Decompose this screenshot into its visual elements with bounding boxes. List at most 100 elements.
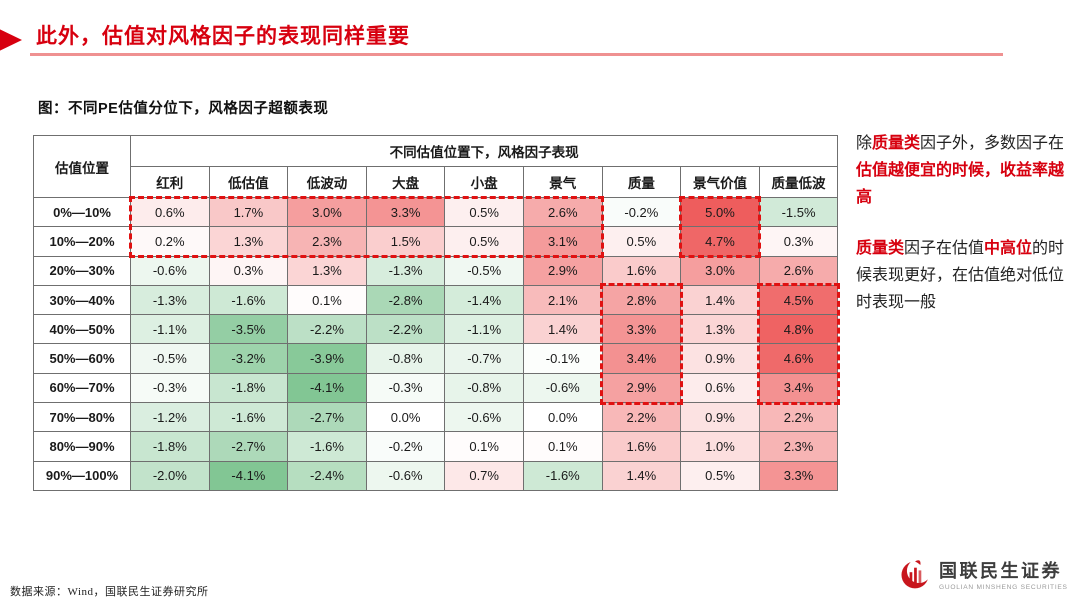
table-cell: 0.1%	[522, 431, 603, 462]
column-header: 大盘	[365, 166, 446, 198]
table-cell: 0.3%	[758, 226, 839, 257]
table-cell: 4.8%	[758, 314, 839, 345]
table-cell: -2.0%	[130, 460, 210, 491]
commentary-paragraph-1: 除质量类因子外，多数因子在估值越便宜的时候，收益率越高	[856, 130, 1078, 211]
table-cell: -1.8%	[130, 431, 210, 462]
table-cell: 3.3%	[758, 460, 839, 491]
table-cell: -0.1%	[522, 343, 603, 374]
table-cell: 1.0%	[680, 431, 760, 462]
table-cell: 0.7%	[444, 460, 524, 491]
table-row: 90%—100% -2.0% -4.1% -2.4% -0.6% 0.7% -1.6% 1.4…	[33, 460, 839, 491]
column-header: 景气价值	[680, 166, 760, 198]
table-cell: -3.2%	[208, 343, 289, 374]
emphasis-text: 估值越便宜的时候，收益率越高	[856, 162, 1065, 206]
table-cell: -4.1%	[287, 372, 367, 404]
table-cell: -2.7%	[208, 431, 289, 462]
row-header: 80%—90%	[33, 431, 131, 462]
table-cell: 0.0%	[365, 402, 446, 433]
table-cell: 2.1%	[522, 284, 603, 316]
column-header: 低波动	[287, 166, 367, 198]
table-cell: 0.5%	[601, 226, 682, 257]
table-cell: -0.6%	[444, 402, 524, 433]
table-cell: -1.8%	[208, 372, 289, 404]
page-title: 此外，估值对风格因子的表现同样重要	[36, 24, 410, 48]
table-cell: 2.2%	[758, 402, 839, 433]
row-header: 0%—10%	[33, 196, 131, 228]
table-cell: -0.5%	[444, 255, 524, 286]
table-cell: 3.4%	[758, 372, 839, 404]
table-row: 0%—10% 0.6% 1.7% 3.0% 3.3% 0.5% 2.6% -0.2% 5.0% -…	[33, 196, 839, 228]
table-cell: -1.1%	[130, 314, 210, 345]
table-cell: 2.8%	[601, 284, 682, 316]
table-cell: 1.3%	[208, 226, 289, 257]
table-cell: -0.2%	[601, 196, 682, 228]
column-header-row: 红利 低估值 低波动 大盘 小盘 景气 质量 景气价值 质量低波	[34, 166, 839, 198]
logo-name-cn: 国联民生证券	[939, 561, 1062, 581]
table-cell: 0.6%	[680, 372, 760, 404]
table-cell: 1.4%	[680, 284, 760, 316]
table-cell: 0.1%	[444, 431, 524, 462]
emphasis-text: 中高位	[984, 240, 1033, 257]
table-cell: 0.2%	[130, 226, 210, 257]
emphasis-text: 质量类	[872, 135, 921, 152]
table-cell: -1.1%	[444, 314, 524, 345]
table-cell: 2.6%	[522, 196, 603, 228]
table-cell: -2.7%	[287, 402, 367, 433]
company-logo: 国联民生证券 GUOLIAN MINSHENG SECURITIES	[897, 556, 1068, 592]
table-cell: -3.5%	[208, 314, 289, 345]
table-row: 80%—90% -1.8% -2.7% -1.6% -0.2% 0.1% 0.1% 1.6% 1…	[33, 431, 839, 462]
table-cell: 0.3%	[208, 255, 289, 286]
table-cell: 1.3%	[287, 255, 367, 286]
table-cell: -1.6%	[208, 284, 289, 316]
table-cell: 1.4%	[601, 460, 682, 491]
table-cell: -1.2%	[130, 402, 210, 433]
table-cell: 3.0%	[287, 196, 367, 228]
valuation-factor-table-container: 估值位置 不同估值位置下，风格因子表现 红利 低估值 低波动 大盘 小盘 景气 质量 景气价值…	[33, 135, 840, 491]
table-cell: 1.6%	[601, 255, 682, 286]
title-arrow-icon	[0, 26, 22, 54]
table-cell: 0.9%	[680, 402, 760, 433]
plain-text: 因子外，多数因子在	[920, 135, 1065, 152]
table-cell: 4.6%	[758, 343, 839, 374]
table-row: 40%—50% -1.1% -3.5% -2.2% -2.2% -1.1% 1.4% 3.3%…	[33, 314, 839, 345]
row-header: 40%—50%	[33, 314, 131, 345]
row-header: 20%—30%	[33, 255, 131, 286]
table-cell: -1.6%	[208, 402, 289, 433]
table-row: 60%—70% -0.3% -1.8% -4.1% -0.3% -0.8% -0.6% 2.9…	[33, 372, 839, 404]
table-cell: 2.9%	[522, 255, 603, 286]
table-cell: -3.9%	[287, 343, 367, 374]
logo-name-en: GUOLIAN MINSHENG SECURITIES	[939, 584, 1068, 591]
table-cell: -4.1%	[208, 460, 289, 491]
column-header: 质量低波	[758, 166, 839, 198]
table-title: 不同估值位置下，风格因子表现	[129, 135, 839, 167]
table-cell: 3.3%	[365, 196, 446, 228]
table-cell: 4.7%	[680, 226, 760, 257]
figure-caption: 图：不同PE估值分位下，风格因子超额表现	[38, 101, 329, 117]
emphasis-text: 质量类	[856, 240, 905, 257]
table-cell: 3.0%	[680, 255, 760, 286]
commentary-paragraph-2: 质量类因子在估值中高位的时候表现更好，在估值绝对低位时表现一般	[856, 235, 1078, 316]
table-cell: 2.2%	[601, 402, 682, 433]
table-cell: 1.3%	[680, 314, 760, 345]
table-cell: 0.6%	[130, 196, 210, 228]
table-cell: 3.3%	[601, 314, 682, 345]
plain-text: 除	[856, 135, 873, 152]
row-header: 70%—80%	[33, 402, 131, 433]
table-cell: -0.6%	[130, 255, 210, 286]
table-row: 30%—40% -1.3% -1.6% 0.1% -2.8% -1.4% 2.1% 2.8% 1…	[33, 284, 839, 316]
table-cell: -1.6%	[522, 460, 603, 491]
table-cell: 0.5%	[680, 460, 760, 491]
valuation-factor-table: 估值位置 不同估值位置下，风格因子表现 红利 低估值 低波动 大盘 小盘 景气 质量 景气价值…	[33, 135, 839, 491]
table-cell: -0.5%	[130, 343, 210, 374]
table-cell: 3.4%	[601, 343, 682, 374]
table-cell: 2.3%	[287, 226, 367, 257]
table-cell: 2.6%	[758, 255, 839, 286]
column-header: 小盘	[444, 166, 524, 198]
table-cell: -1.5%	[758, 196, 839, 228]
table-cell: -0.2%	[365, 431, 446, 462]
table-cell: -1.3%	[365, 255, 446, 286]
plain-text: 因子在估值	[904, 240, 985, 257]
table-title-row: 估值位置 不同估值位置下，风格因子表现	[33, 135, 839, 198]
table-cell: -1.3%	[130, 284, 210, 316]
column-header: 低估值	[208, 166, 289, 198]
